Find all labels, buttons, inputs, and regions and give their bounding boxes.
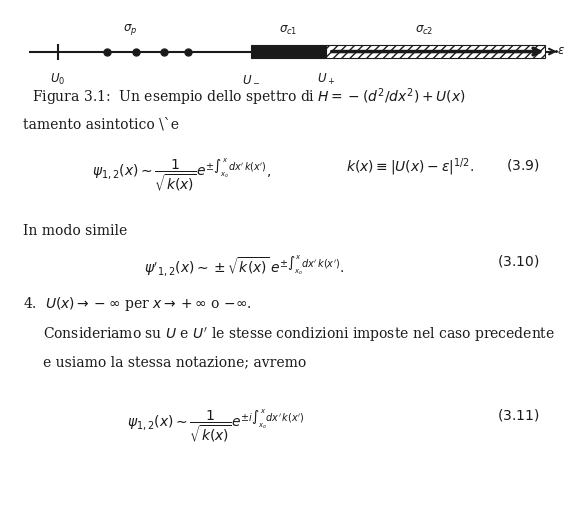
Text: Figura 3.1:  Un esempio dello spettro di $H = -(d^2/dx^2) + U(x)$: Figura 3.1: Un esempio dello spettro di … [32,86,465,108]
Text: $\sigma_{c1}$: $\sigma_{c1}$ [279,25,298,38]
Text: $\sigma_p$: $\sigma_p$ [123,22,137,38]
Text: 4.  $U(x) \to -\infty$ per $x \to +\infty$ o $-\infty$.: 4. $U(x) \to -\infty$ per $x \to +\infty… [23,295,252,313]
Text: $\varepsilon$: $\varepsilon$ [557,44,565,57]
Text: $\sigma_{c2}$: $\sigma_{c2}$ [415,25,433,38]
Text: Consideriamo su $U$ e $U'$ le stesse condizioni imposte nel caso precedente: Consideriamo su $U$ e $U'$ le stesse con… [43,326,556,345]
Text: $\psi_{1,2}(x) \sim \dfrac{1}{\sqrt{k(x)}}e^{\pm i\int_{x_o}^{x} dx^{\prime}\, k: $\psi_{1,2}(x) \sim \dfrac{1}{\sqrt{k(x)… [127,407,305,444]
Text: $\psi'_{1,2}(x) \sim \pm\sqrt{k(x)}\,e^{\pm\int_{x_o}^{x} dx^{\prime}\, k(x^{\pr: $\psi'_{1,2}(x) \sim \pm\sqrt{k(x)}\,e^{… [144,253,344,278]
Text: $(3.11)$: $(3.11)$ [497,407,539,423]
Text: $\psi_{1,2}(x) \sim \dfrac{1}{\sqrt{k(x)}}e^{\pm\int_{x_o}^{x} dx^{\prime}\, k(x: $\psi_{1,2}(x) \sim \dfrac{1}{\sqrt{k(x)… [92,157,271,193]
Bar [326,45,545,58]
Text: $(3.10)$: $(3.10)$ [497,253,539,269]
Text: $k(x) \equiv |U(x)-\varepsilon|^{1/2}.$: $k(x) \equiv |U(x)-\varepsilon|^{1/2}.$ [346,157,474,178]
Text: e usiamo la stessa notazione; avremo: e usiamo la stessa notazione; avremo [43,355,306,369]
Bar [251,45,326,58]
Text: $(3.9)$: $(3.9)$ [506,157,539,173]
Text: $U_-$: $U_-$ [242,72,260,85]
Text: $U_+$: $U_+$ [317,72,335,87]
Text: In modo simile: In modo simile [23,224,128,239]
Text: $U_0$: $U_0$ [50,72,65,87]
Text: tamento asintotico \`e: tamento asintotico \`e [23,117,179,132]
